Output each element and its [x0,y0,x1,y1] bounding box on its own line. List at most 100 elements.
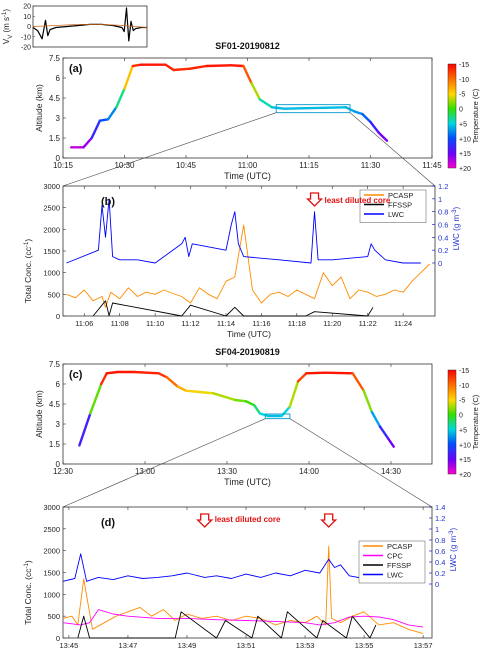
x-tick-label: 10:30 [114,161,135,170]
flight-track-segment [176,385,188,392]
x-tick-label: 11:10 [146,319,164,328]
flight-track-segment [105,370,119,375]
flight-track-segment [242,64,253,85]
y-tick-label: 1.5 [49,440,61,449]
y-tick-label: 0 [27,24,31,31]
y-tick-label: 1500 [43,247,60,256]
colorbar-label: Temperature (C) [471,394,480,449]
flight-track-segment [387,437,395,448]
x-tick-label: 11:06 [75,319,93,328]
flight-track-segment [305,371,327,375]
panel-c-frame [62,363,433,465]
colorbar-label: Temperature (C) [471,88,480,143]
flight-track-segment [164,63,175,72]
y-tick-label: 500 [47,290,60,299]
panel-label: (d) [101,517,115,529]
flight-track-segment [165,376,180,388]
series-line-ffssp [92,300,374,317]
flight-track-segment [212,392,237,402]
flight-track-segment [288,380,300,408]
zoom-connector-a-b [62,112,436,187]
x-tick-label: 12:30 [53,467,74,476]
flight-track-segment [258,412,270,418]
flight-track-segment [370,410,382,428]
altitude-panel-a: 10:15 10:30 10:45 11:00 11:15 11:30 11:45 Time … [34,41,442,181]
x-tick-label: 11:30 [361,161,381,170]
y-tick-label: 3 [56,420,61,429]
flight-track-segment [351,372,365,392]
concentration-panel-b: 11:06 11:08 11:10 11:12 11:14 11:16 11:18 11:20… [23,182,461,339]
y2-tick-label: 0.6 [438,221,448,230]
y-tick-label: 3000 [43,503,60,512]
flight-track-segment [352,110,364,116]
y2-tick-label: 1.2 [435,514,445,523]
x-tick-label: 13:55 [355,641,374,650]
x-axis-label: Time (UTC) [224,477,271,487]
legend-entry: PCASP [388,191,413,200]
flight-track-segment [324,371,354,375]
colorbar-tick-label: 0 [459,107,463,114]
x-tick-label: 13:57 [414,641,433,650]
colorbar-tick-label: +15 [459,151,471,158]
y-tick-label: 6 [56,380,61,389]
panel-label: (b) [101,196,115,208]
flight-track-segment [123,64,134,90]
colorbar-tick-label: +10 [459,442,471,449]
flight-track-segment [233,398,248,403]
colorbar-tick-label: -10 [459,77,469,84]
x-tick-label: 13:30 [217,467,238,476]
colorbar-tick-label: +20 [459,472,471,479]
x-tick-label: 13:45 [60,641,79,650]
vv-inset-panel: -20 -10 0 10 20 VV (m s-1) [2,4,148,52]
legend-entry: FFSSP [388,201,412,210]
x-tick-label: 11:22 [359,319,377,328]
y-tick-label: -10 [21,34,31,41]
y-tick-label: 3 [56,114,61,123]
colorbar-tick-label: +20 [459,166,471,173]
colorbar-tick-label: -5 [459,92,465,99]
y-tick-label: 1.5 [49,134,61,143]
zoom-box [275,104,351,114]
flight-track-segment [378,425,390,440]
colorbar-tick-label: -15 [459,368,469,375]
vv-series-line [32,23,148,28]
core-annotation: least diluted core [325,196,391,205]
x-tick-label: 11:12 [181,319,199,328]
y-axis-label: Altitude (km) [34,390,44,438]
flight-track-segment [253,404,261,415]
colorbar-bar [447,369,457,475]
y-tick-label: 2000 [43,225,60,234]
series-line-lwc [66,198,421,264]
y-tick-label: -20 [21,45,31,52]
flight-track-segment [362,389,374,414]
colorbar-tick-label: -5 [459,398,465,405]
y-tick-label: 2500 [43,525,60,534]
y-tick-label: 0 [56,460,61,469]
colorbar-tick-label: -15 [459,62,469,69]
series-line-pcasp [66,224,431,308]
colorbar-tick-label: -10 [459,383,469,390]
y-tick-label: 4.5 [49,94,61,103]
x-tick-label: 11:18 [288,319,306,328]
legend-entry: LWC [387,571,404,580]
x-tick-label: 13:51 [237,641,256,650]
flight-track-segment [90,119,102,140]
colorbar-tick-label: 0 [459,413,463,420]
flight-track-segment [157,372,169,379]
x-tick-label: 10:15 [53,161,74,170]
y-tick-label: 1500 [43,569,60,578]
colorbar-tick-label: +10 [459,136,471,143]
x-tick-label: 11:15 [299,161,319,170]
x-tick-label: 13:47 [119,641,138,650]
flight-track-segment [172,67,192,72]
flight-track-segment [205,64,233,68]
y2-tick-label: 1 [438,195,442,204]
flight-track-segment [229,64,245,68]
legend-entry: FFSSP [387,561,411,570]
y2-axis-label: LWC (g m-3) [452,206,461,250]
y-tick-label: 1000 [43,269,60,278]
y-axis-label: Total Conc. (cc-1) [23,560,33,625]
x-tick-label: 13:53 [296,641,315,650]
flight-track-segment [250,82,261,101]
x-tick-label: 11:24 [394,319,412,328]
